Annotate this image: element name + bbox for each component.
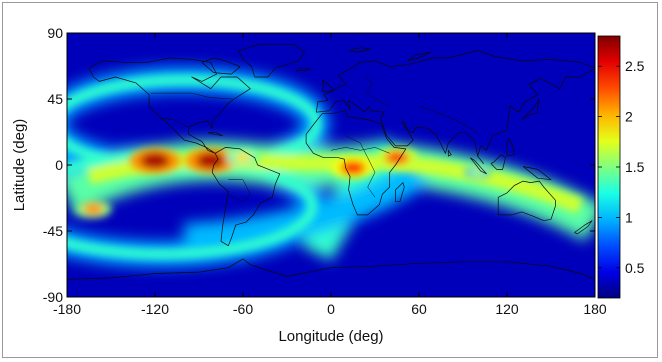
heatmap-field <box>67 66 595 268</box>
hotspot <box>233 152 253 163</box>
hotspot <box>82 203 104 215</box>
y-tick-label: 0 <box>55 157 63 173</box>
y-axis: 90 45 0 -45 -90 <box>43 25 595 305</box>
south-atlantic-arc <box>183 159 428 254</box>
country-border <box>159 117 189 128</box>
x-tick-label: -60 <box>233 301 253 317</box>
coastline-borneo <box>490 154 506 170</box>
coastline-philippines <box>506 138 515 157</box>
country-border <box>150 92 233 100</box>
coastline-cuba <box>207 132 223 137</box>
x-tick-label: 120 <box>495 301 519 317</box>
colorbar-tick-label: 1 <box>625 209 633 225</box>
x-tick-label: 60 <box>411 301 427 317</box>
hotspots <box>75 147 491 219</box>
coastline-south-america <box>211 147 281 247</box>
coastline-new-zealand <box>574 220 593 235</box>
hotspot <box>140 152 170 169</box>
x-tick-label: -180 <box>53 301 81 317</box>
colorbar-ticks: 0.5 1 1.5 2 2.5 <box>598 58 645 276</box>
x-tick-label: 0 <box>327 301 335 317</box>
y-axis-title: Latitude (deg) <box>11 119 28 212</box>
colorbar-tick-label: 0.5 <box>625 260 645 276</box>
coastline-new-guinea <box>522 166 552 181</box>
coastline-iceland <box>295 67 311 72</box>
country-border <box>345 135 376 198</box>
coastline-antarctica <box>67 258 595 280</box>
y-tick-label: -90 <box>43 289 63 305</box>
hotspot <box>470 168 485 177</box>
coastline-greenland <box>238 44 305 78</box>
country-border <box>365 76 390 107</box>
coastline-africa <box>305 110 407 216</box>
x-tick-label: -120 <box>141 301 169 317</box>
country-border <box>330 147 390 154</box>
y-tick-label: -45 <box>43 223 63 239</box>
coastline-japan <box>521 98 540 120</box>
coastline-eurasia <box>315 50 595 164</box>
coastline-baffin-island <box>201 57 241 75</box>
x-axis-title: Longitude (deg) <box>278 328 383 345</box>
colorbar: 0.5 1 1.5 2 2.5 <box>597 35 645 299</box>
coastline-australia <box>497 180 556 222</box>
coastline-sumatra <box>470 157 487 175</box>
coastline-svalbard <box>348 47 371 53</box>
x-axis: -180 -120 -60 0 60 120 180 <box>53 33 607 317</box>
hotspot <box>196 152 226 169</box>
coastline-madagascar <box>395 182 405 203</box>
y-tick-label: 45 <box>47 91 63 107</box>
coastline-north-america <box>88 57 251 154</box>
hotspot <box>340 161 366 175</box>
coastline-british-isles <box>321 79 335 93</box>
colorbar-tick-label: 2 <box>625 109 633 125</box>
country-border <box>418 106 478 133</box>
coastline-novaya-zemlya <box>407 51 432 62</box>
colorbar-tick-label: 2.5 <box>625 58 645 74</box>
colorbar-tick-label: 1.5 <box>625 159 645 175</box>
coastline-sri-lanka <box>447 149 452 157</box>
coastlines <box>67 44 595 280</box>
y-tick-label: 90 <box>47 25 63 41</box>
country-border <box>228 179 251 202</box>
heatmap <box>67 33 595 297</box>
hotspot <box>385 151 409 165</box>
x-tick-label: 180 <box>583 301 607 317</box>
